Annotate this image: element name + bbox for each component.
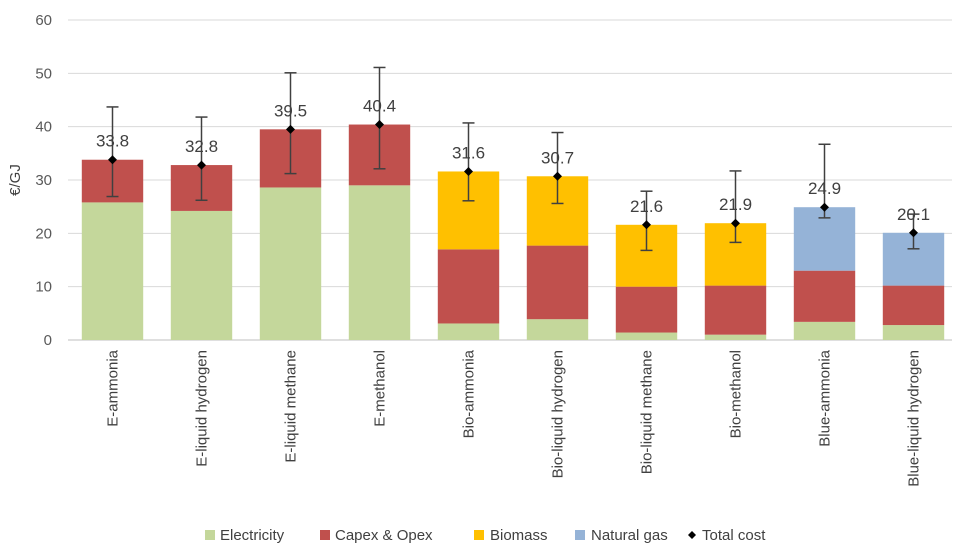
bar-electricity xyxy=(704,334,767,340)
total-cost-marker xyxy=(820,202,829,212)
category-label: E-methanol xyxy=(372,350,389,427)
bar-capex-opex xyxy=(793,270,856,322)
data-label: 32.8 xyxy=(185,137,218,156)
total-cost-marker xyxy=(375,120,384,130)
bar-capex-opex xyxy=(526,245,589,320)
category-label: Bio-liquid methane xyxy=(639,350,656,474)
data-label: 40.4 xyxy=(363,97,396,116)
y-tick-label: 60 xyxy=(35,12,52,29)
bar-electricity xyxy=(348,185,411,340)
legend-swatch xyxy=(205,530,215,540)
y-axis-title: €/GJ xyxy=(7,164,24,196)
data-labels: 33.8 32.8 39.5 40.4 31.6 30.7 21.6 21.9 24.9 20.1 xyxy=(96,97,930,224)
data-label: 24.9 xyxy=(808,179,841,198)
data-label: 39.5 xyxy=(274,101,307,120)
y-tick-label: 50 xyxy=(35,65,52,82)
total-cost-marker xyxy=(464,166,473,176)
bar-electricity xyxy=(882,325,945,340)
y-tick-label: 10 xyxy=(35,279,52,296)
legend-swatch xyxy=(320,530,330,540)
category-labels: E-ammonia E-liquid hydrogen E-liquid metha… xyxy=(105,349,923,486)
category-label: Bio-liquid hydrogen xyxy=(550,350,567,478)
bar-electricity xyxy=(259,187,322,340)
category-label: Bio-ammonia xyxy=(461,349,478,438)
total-cost-marker xyxy=(286,124,295,134)
data-label: 20.1 xyxy=(897,205,930,224)
category-label: E-liquid hydrogen xyxy=(194,350,211,467)
bar-electricity xyxy=(793,321,856,340)
legend-marker xyxy=(688,531,696,539)
data-label: 31.6 xyxy=(452,143,485,162)
legend-swatch xyxy=(575,530,585,540)
bar-capex-opex xyxy=(704,285,767,335)
total-cost-marker xyxy=(553,171,562,181)
y-tick-label: 40 xyxy=(35,119,52,136)
legend-swatch xyxy=(474,530,484,540)
bar-electricity xyxy=(81,202,144,340)
legend-label: Biomass xyxy=(490,527,548,544)
bar-electricity xyxy=(170,210,233,340)
total-cost-markers xyxy=(108,120,918,238)
error-bars xyxy=(106,66,920,252)
total-cost-marker xyxy=(108,155,117,165)
total-cost-marker xyxy=(197,160,206,170)
category-label: Blue-ammonia xyxy=(817,349,834,446)
category-label: Blue-liquid hydrogen xyxy=(906,350,923,487)
bar-capex-opex xyxy=(437,249,500,324)
data-label: 21.6 xyxy=(630,197,663,216)
bar-electricity xyxy=(526,319,589,340)
legend-label: Total cost xyxy=(702,527,766,544)
category-label: Bio-methanol xyxy=(728,350,745,438)
y-axis-ticks: 0 10 20 30 40 50 60 xyxy=(35,12,52,349)
legend-label: Electricity xyxy=(220,527,285,544)
legend-label: Natural gas xyxy=(591,527,668,544)
bars xyxy=(81,124,945,340)
total-cost-marker xyxy=(642,220,651,230)
data-label: 30.7 xyxy=(541,148,574,167)
legend-label: Capex & Opex xyxy=(335,527,433,544)
y-tick-label: 20 xyxy=(35,225,52,242)
bar-electricity xyxy=(615,332,678,340)
total-cost-marker xyxy=(909,228,918,238)
y-tick-label: 0 xyxy=(44,332,52,349)
category-label: E-liquid methane xyxy=(283,350,300,463)
data-label: 21.9 xyxy=(719,195,752,214)
bar-electricity xyxy=(437,323,500,340)
total-cost-marker xyxy=(731,218,740,228)
category-label: E-ammonia xyxy=(105,349,122,426)
bar-capex-opex xyxy=(615,286,678,333)
bar-capex-opex xyxy=(882,285,945,326)
y-tick-label: 30 xyxy=(35,172,52,189)
data-label: 33.8 xyxy=(96,132,129,151)
legend: Electricity Capex & Opex Biomass Natural ga… xyxy=(205,527,766,544)
